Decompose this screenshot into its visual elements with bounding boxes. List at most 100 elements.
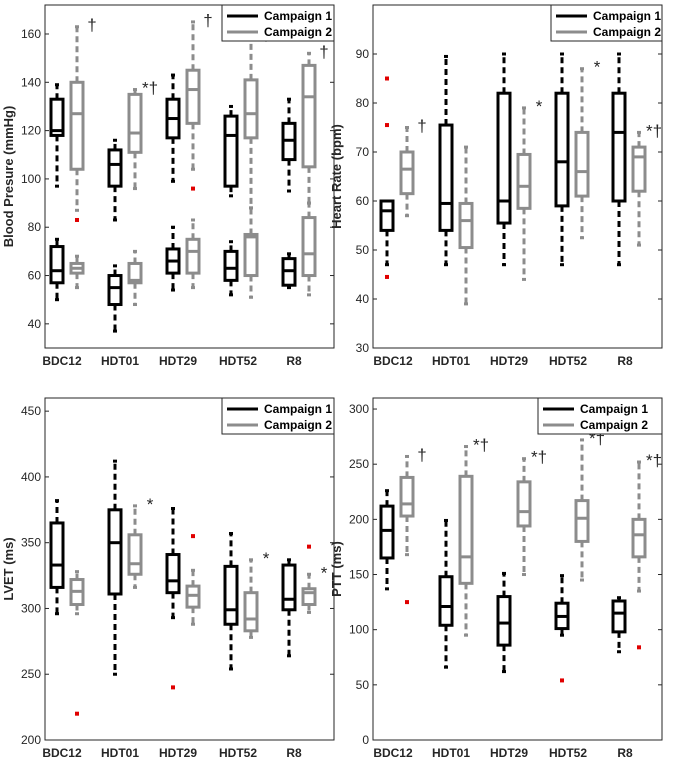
box-campaign-2-hdt52: * (574, 58, 601, 240)
x-tick-label: HDT29 (490, 354, 528, 368)
box-iqr (458, 201, 474, 250)
box-campaign-1-r8 (281, 252, 297, 290)
box-campaign-2-hdt52: † (243, 25, 271, 210)
legend-box (550, 4, 663, 42)
box-campaign-2-hdt52: *† (574, 429, 605, 582)
significance-marker: *† (646, 451, 662, 470)
y-tick-label: 120 (21, 124, 41, 138)
box-campaign-1-hdt52 (223, 104, 239, 198)
y-tick-label: 100 (349, 623, 369, 637)
box-campaign-1-hdt01 (107, 138, 123, 222)
box-iqr (107, 148, 123, 188)
legend-label-campaign-1: Campaign 1 (580, 402, 648, 416)
y-tick-label: 300 (349, 402, 369, 416)
box-iqr (379, 199, 395, 232)
box-iqr (438, 123, 454, 232)
outlier-point (171, 685, 175, 690)
box-iqr (223, 249, 239, 282)
plot-frame (372, 4, 663, 349)
box-iqr (611, 91, 627, 203)
box-iqr (127, 92, 143, 154)
box-campaign-2-bdc12 (69, 570, 85, 716)
x-tick-label: HDT52 (549, 354, 587, 368)
x-tick-label: HDT01 (101, 354, 139, 368)
y-axis-label: LVET (ms) (1, 537, 16, 600)
box-campaign-2-hdt01: * (127, 495, 154, 589)
box-campaign-1-hdt52 (554, 574, 570, 683)
significance-marker: *† (142, 79, 158, 98)
box-campaign-1-bdc12 (379, 489, 395, 591)
legend-label-campaign-2: Campaign 2 (264, 25, 332, 39)
box-campaign-1-hdt29 (165, 506, 181, 690)
y-tick-label: 0 (362, 733, 369, 747)
box-campaign-2-bdc12 (69, 254, 85, 290)
box-campaign-1-hdt52 (554, 52, 570, 267)
legend-label-campaign-1: Campaign 1 (264, 9, 332, 23)
y-tick-label: 140 (21, 75, 41, 89)
outlier-point (637, 645, 641, 650)
y-tick-label: 300 (21, 601, 41, 615)
x-tick-label: HDT01 (432, 354, 470, 368)
box-iqr (107, 508, 123, 596)
box-campaign-1-hdt52 (223, 531, 239, 671)
significance-marker: † (203, 11, 212, 30)
box-iqr (399, 150, 415, 196)
x-tick-label: HDT29 (159, 746, 197, 760)
legend-box (221, 397, 335, 435)
y-tick-label: 50 (356, 678, 370, 692)
significance-marker: † (417, 117, 426, 136)
y-axis-label: Heart Rate (bpm) (329, 124, 344, 229)
y-tick-label: 90 (356, 47, 370, 61)
box-iqr (301, 63, 317, 169)
box-iqr (399, 475, 415, 518)
chart-bp: 40 60 80 100 120 140 160 Blood Presure (mmHg) BD… (1, 4, 335, 368)
box-iqr (631, 517, 647, 559)
box-campaign-1-bdc12 (49, 237, 65, 302)
legend-label-campaign-2: Campaign 2 (593, 25, 661, 39)
chart-ptt: 0 50 100 150 200 250 300 PTT (ms) BDC12 HDT01 HDT2… (329, 397, 663, 760)
box-campaign-1-bdc12 (49, 499, 65, 616)
y-axis-label: PTT (ms) (329, 541, 344, 597)
significance-marker: † (87, 16, 96, 35)
legend: Campaign 1 Campaign 2 (550, 4, 663, 42)
x-tick-label: R8 (286, 746, 302, 760)
plot-frame (372, 397, 663, 741)
box-campaign-2-hdt52: * (243, 549, 270, 639)
outlier-point (75, 711, 79, 716)
y-tick-label: 250 (21, 667, 41, 681)
legend-label-campaign-2: Campaign 2 (580, 418, 648, 432)
box-iqr (185, 68, 201, 125)
box-iqr (611, 599, 627, 634)
box-campaign-1-r8 (281, 97, 297, 193)
significance-marker: * (321, 563, 328, 582)
significance-marker: *† (646, 121, 662, 140)
box-iqr (49, 97, 65, 137)
box-iqr (107, 274, 123, 307)
box-iqr (554, 91, 570, 208)
outlier-point (385, 123, 389, 128)
x-tick-label: BDC12 (373, 354, 413, 368)
y-tick-label: 60 (356, 194, 370, 208)
box-iqr (281, 563, 297, 612)
outlier-point (385, 76, 389, 81)
box-campaign-2-bdc12: † (69, 16, 97, 222)
box-iqr (49, 521, 65, 589)
box-iqr (496, 91, 512, 225)
box-campaign-1-hdt01 (107, 264, 123, 333)
chart-lvet: 200 250 300 350 400 450 LVET (ms) BDC12 HDT01 HDT… (1, 397, 335, 760)
y-tick-label: 40 (356, 292, 370, 306)
y-tick-label: 200 (21, 733, 41, 747)
y-tick-label: 40 (28, 317, 42, 331)
box-campaign-1-bdc12 (49, 83, 65, 188)
plot-frame (44, 397, 335, 741)
box-iqr (438, 575, 454, 627)
box-iqr (69, 80, 85, 171)
box-campaign-1-bdc12 (379, 76, 395, 279)
legend-box (221, 4, 335, 42)
significance-marker: * (147, 495, 154, 514)
box-iqr (301, 216, 317, 278)
box-iqr (127, 261, 143, 285)
box-campaign-1-hdt01 (438, 518, 454, 669)
